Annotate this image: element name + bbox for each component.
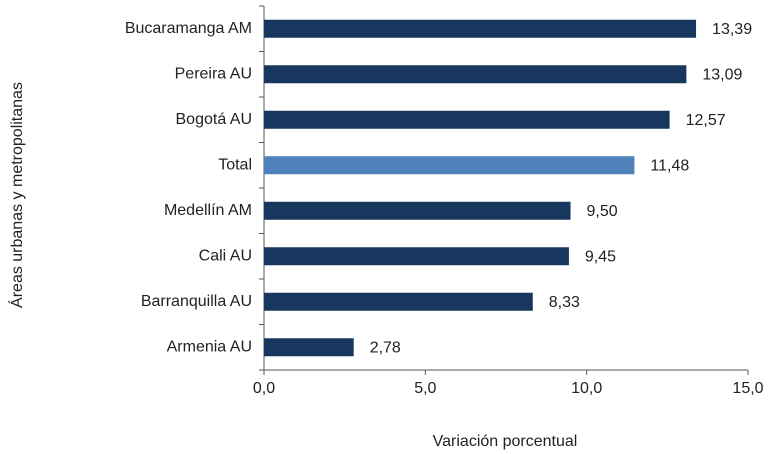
bar — [264, 247, 569, 266]
value-label: 9,50 — [587, 203, 618, 220]
bar — [264, 156, 635, 175]
y-tick-label: Armenia AU — [167, 338, 252, 355]
x-tick-label: 10,0 — [571, 380, 602, 397]
bar — [264, 338, 354, 357]
x-tick-label: 5,0 — [414, 380, 436, 397]
bar — [264, 292, 533, 311]
x-tick-label: 0,0 — [253, 380, 275, 397]
value-label: 9,45 — [585, 248, 616, 265]
bar — [264, 110, 670, 129]
x-axis-label: Variación porcentual — [433, 433, 578, 450]
value-label: 11,48 — [650, 157, 689, 174]
y-tick-label: Bogotá AU — [176, 111, 253, 128]
y-tick-label: Pereira AU — [175, 65, 252, 82]
value-label: 2,78 — [370, 339, 401, 356]
y-tick-label: Barranquilla AU — [141, 293, 252, 310]
value-label: 12,57 — [686, 112, 726, 129]
y-tick-label: Bucaramanga AM — [125, 20, 252, 37]
x-tick-label: 15,0 — [732, 380, 763, 397]
bar — [264, 201, 571, 220]
y-axis-label: Áreas urbanas y metropolitanas — [7, 82, 26, 308]
bar — [264, 65, 687, 84]
y-tick-label: Medellín AM — [164, 202, 252, 219]
bar — [264, 19, 697, 38]
value-label: 8,33 — [549, 294, 580, 311]
y-tick-label: Total — [218, 156, 252, 173]
value-label: 13,09 — [702, 66, 742, 83]
y-tick-label: Cali AU — [199, 247, 252, 264]
value-label: 13,39 — [712, 21, 752, 38]
